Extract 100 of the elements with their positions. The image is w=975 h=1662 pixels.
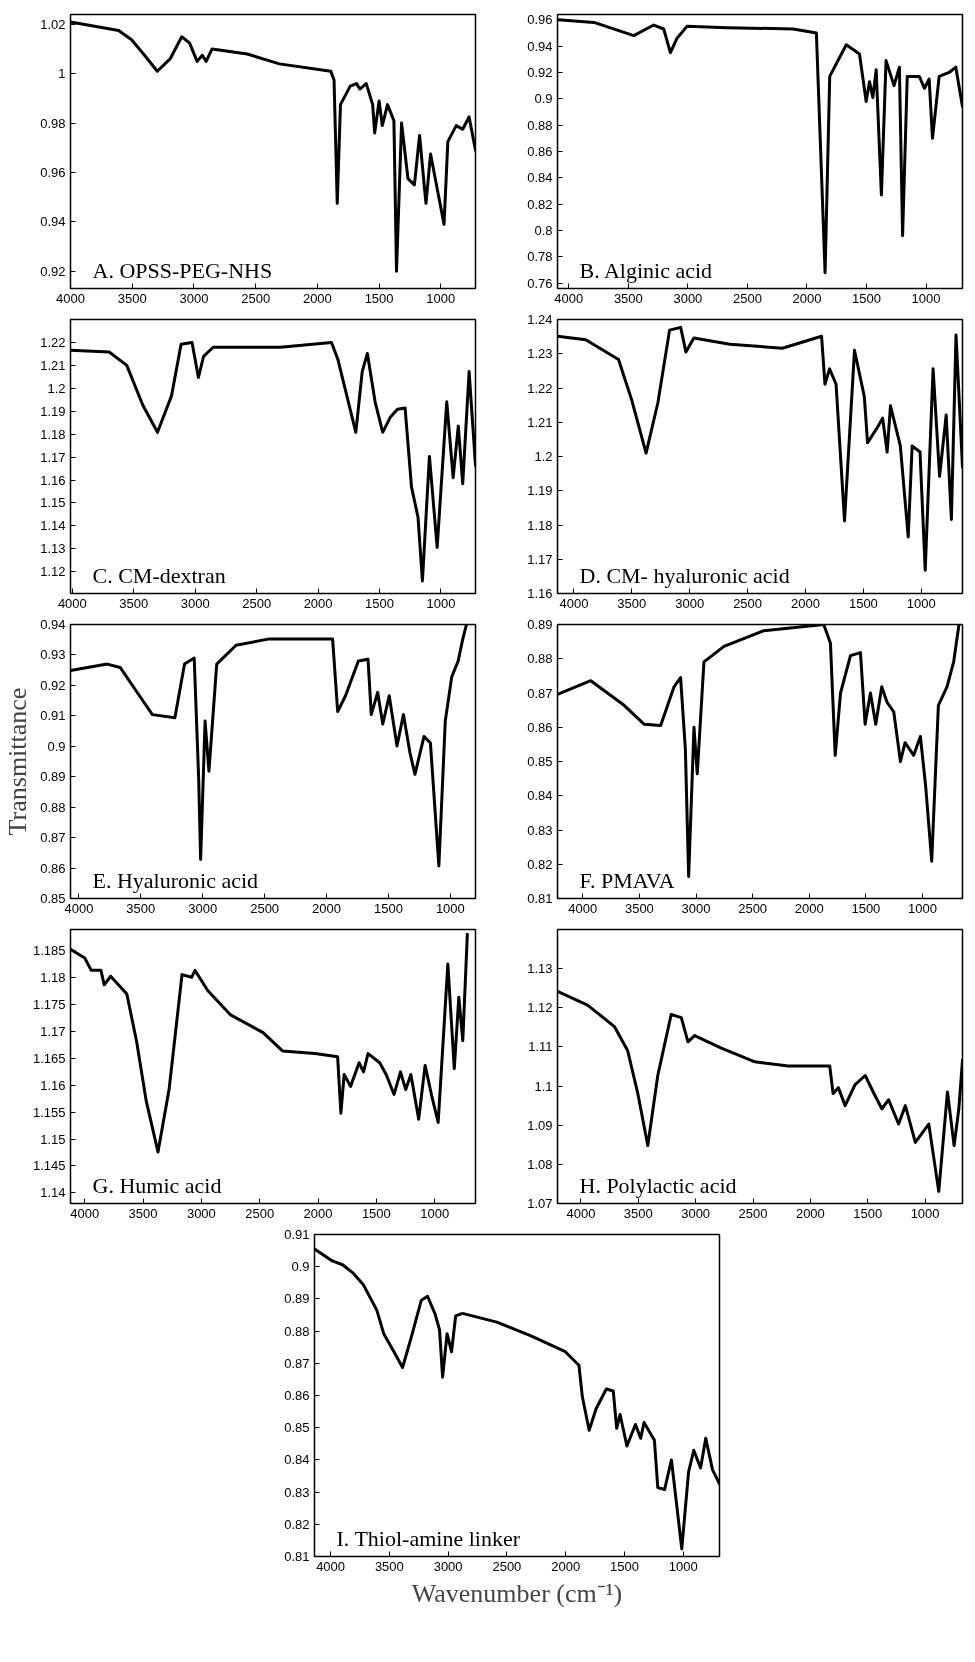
y-tick-label: 0.85 — [40, 891, 66, 906]
x-tick-label: 2000 — [795, 1205, 825, 1221]
y-tick-label: 1.11 — [528, 1039, 553, 1055]
y-tick-label: 0.87 — [40, 830, 66, 846]
x-tick-label: 3500 — [128, 1205, 158, 1221]
x-tick-label: 3500 — [126, 900, 156, 916]
y-tick-label: 0.8 — [534, 223, 553, 239]
y-tick-label: 1.17 — [527, 551, 553, 567]
y-tick-label: 0.85 — [527, 754, 553, 769]
x-tick-label: 1500 — [374, 900, 403, 916]
y-tick-label: 1.18 — [40, 970, 66, 986]
y-tick-label: 0.94 — [40, 214, 66, 230]
x-tick-label: 2500 — [738, 1205, 768, 1221]
x-tick-label: 3500 — [623, 1205, 653, 1221]
y-tick-label: 1.15 — [40, 1131, 66, 1147]
annotation: I. Thiol-amine linker — [336, 1525, 521, 1551]
y-tick-label: 0.84 — [527, 170, 553, 186]
y-tick-label: 0.86 — [284, 1388, 310, 1403]
x-tick-label: 3000 — [681, 900, 711, 916]
x-tick-label: 4000 — [56, 290, 85, 306]
y-tick-label: 1.17 — [40, 1024, 66, 1040]
x-tick-label: 2500 — [241, 290, 271, 306]
x-tick-label: 1000 — [435, 900, 465, 916]
x-tick-label: 1000 — [911, 290, 941, 306]
x-tick-label: 4000 — [57, 595, 87, 611]
y-tick-label: 0.9 — [47, 738, 66, 754]
y-tick-label: 1.1 — [534, 1078, 553, 1094]
y-tick-label: 0.81 — [284, 1549, 310, 1564]
y-tick-label: 0.88 — [527, 117, 553, 133]
y-tick-label: 0.92 — [40, 263, 66, 279]
x-tick-label: 1000 — [420, 1205, 450, 1221]
y-tick-label: 1.16 — [40, 472, 66, 488]
x-tick-label: 4000 — [70, 1205, 100, 1221]
y-tick-label: 0.81 — [527, 891, 553, 906]
y-tick-label: 1.175 — [32, 997, 66, 1013]
y-tick-label: 0.85 — [284, 1420, 310, 1436]
x-tick-label: 2000 — [794, 900, 824, 916]
x-tick-label: 2500 — [492, 1558, 522, 1574]
x-tick-label: 2500 — [733, 595, 763, 611]
x-tick-label: 1000 — [910, 1205, 940, 1221]
y-tick-label: 1.16 — [40, 1077, 66, 1093]
annotation: B. Alginic acid — [579, 257, 713, 283]
y-tick-label: 0.96 — [527, 12, 553, 28]
x-tick-label: 4000 — [559, 595, 589, 611]
y-tick-label: 1.09 — [527, 1117, 553, 1133]
y-tick-label: 0.84 — [527, 788, 553, 804]
x-tick-label: 2500 — [738, 900, 768, 916]
y-tick-label: 0.98 — [40, 115, 66, 131]
x-tick-label: 1000 — [668, 1558, 698, 1574]
x-tick-label: 3500 — [374, 1558, 404, 1574]
y-tick-label: 1.155 — [32, 1104, 66, 1120]
y-axis-title: Transmittance — [3, 687, 33, 836]
y-tick-label: 1.18 — [40, 426, 66, 442]
y-tick-label: 0.83 — [284, 1484, 310, 1500]
y-tick-label: 0.87 — [284, 1355, 310, 1371]
x-tick-label: 3000 — [179, 290, 209, 306]
x-tick-label: 1000 — [426, 290, 456, 306]
y-tick-label: 0.91 — [40, 708, 66, 724]
y-tick-label: 1.13 — [527, 961, 553, 977]
x-tick-label: 4000 — [568, 900, 598, 916]
x-tick-label: 1500 — [364, 290, 394, 306]
y-tick-label: 1.165 — [32, 1050, 66, 1066]
y-tick-label: 0.82 — [527, 196, 553, 212]
y-tick-label: 1.145 — [32, 1158, 66, 1174]
x-tick-label: 3000 — [188, 900, 218, 916]
x-tick-label: 2000 — [792, 290, 822, 306]
x-axis-title: Wavenumber (cm⁻¹) — [411, 1578, 623, 1608]
x-tick-label: 3000 — [433, 1558, 463, 1574]
annotation: E. Hyaluronic acid — [92, 867, 259, 893]
x-tick-label: 3000 — [673, 290, 703, 306]
x-tick-label: 1500 — [851, 900, 881, 916]
x-tick-label: 2500 — [245, 1205, 275, 1221]
y-tick-label: 0.89 — [40, 769, 66, 785]
x-tick-label: 2000 — [303, 595, 333, 611]
x-tick-label: 1000 — [908, 900, 937, 916]
y-tick-label: 0.88 — [284, 1323, 310, 1339]
x-tick-label: 1000 — [426, 595, 456, 611]
y-tick-label: 0.94 — [40, 617, 66, 632]
y-tick-label: 1.18 — [527, 517, 553, 533]
y-tick-label: 0.92 — [40, 677, 66, 693]
y-tick-label: 1.23 — [527, 346, 553, 362]
x-tick-label: 2500 — [242, 595, 272, 611]
y-tick-label: 1.2 — [47, 380, 66, 396]
x-tick-label: 3500 — [117, 290, 147, 306]
x-tick-label: 2500 — [732, 290, 762, 306]
y-tick-label: 1 — [58, 66, 66, 82]
y-tick-label: 1.13 — [40, 541, 66, 557]
annotation: G. Humic acid — [92, 1172, 222, 1198]
y-tick-label: 0.83 — [527, 822, 553, 838]
y-tick-label: 0.94 — [527, 38, 553, 54]
y-tick-label: 0.82 — [527, 856, 553, 872]
y-tick-label: 1.02 — [40, 16, 66, 32]
y-tick-label: 1.12 — [527, 1000, 553, 1016]
x-tick-label: 3500 — [617, 595, 647, 611]
y-tick-label: 1.2 — [534, 449, 553, 464]
x-tick-label: 2000 — [791, 595, 820, 611]
y-tick-label: 0.87 — [527, 685, 553, 701]
x-tick-label: 1500 — [361, 1205, 391, 1221]
y-tick-label: 1.17 — [40, 449, 66, 465]
y-tick-label: 1.19 — [40, 403, 66, 419]
